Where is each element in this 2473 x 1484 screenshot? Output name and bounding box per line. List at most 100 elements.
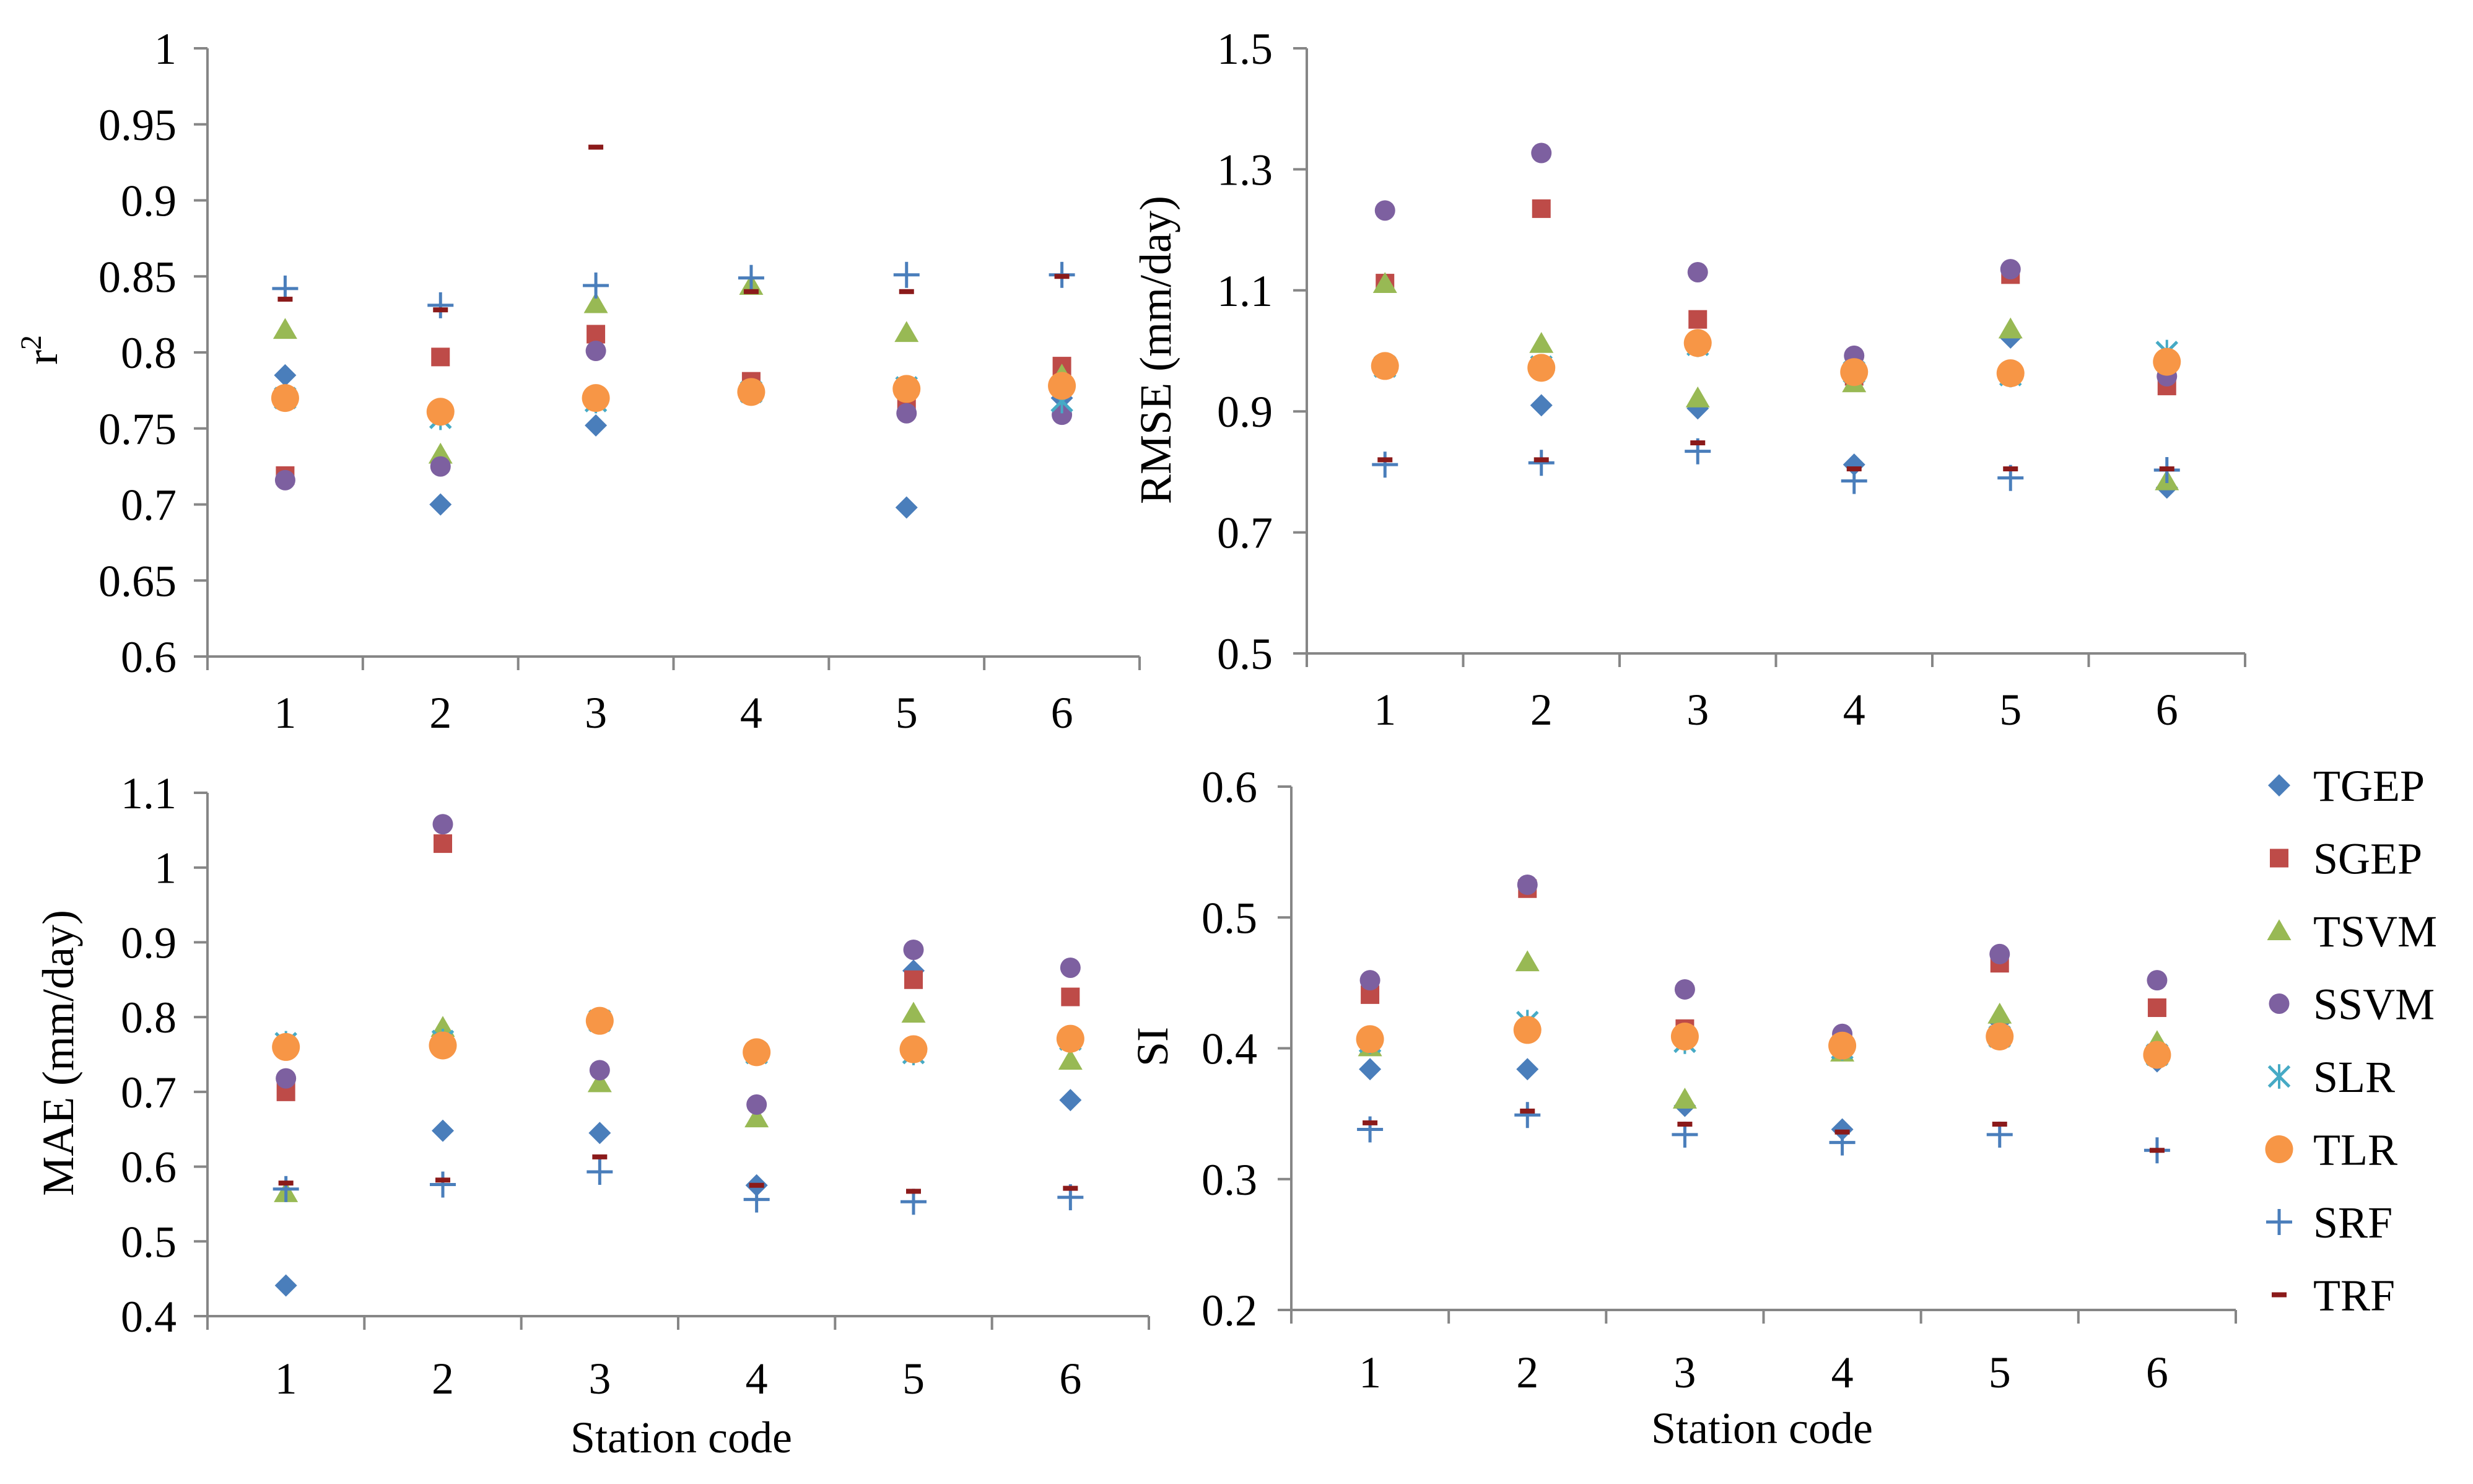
- point-tlr-5: [1986, 1022, 2014, 1050]
- y-tick-label: 0.5: [1217, 629, 1273, 679]
- point-tgep-1: [274, 1274, 297, 1297]
- point-trf-3: [588, 144, 604, 150]
- point-trf-3: [592, 1154, 608, 1159]
- point-trf-5: [899, 289, 914, 294]
- panel-rmse: 0.5 0.7 0.9 1.1 1.3 1.5 1 2 3 4 5 6 RMSE (mm/day): [1131, 24, 2246, 735]
- point-tgep-2: [429, 493, 452, 516]
- point-tlr-5: [892, 375, 921, 403]
- x-tick-label: 6: [1051, 688, 1073, 738]
- series-sgep: [1376, 199, 2176, 396]
- point-ssvm-5: [896, 403, 917, 424]
- point-tsvm-3: [583, 292, 608, 313]
- x-tick-label: 4: [1831, 1348, 1854, 1397]
- series-tsvm: [1358, 950, 2170, 1109]
- y-tick-label: 0.4: [121, 1292, 177, 1342]
- y-tick-label: 0.7: [121, 481, 177, 530]
- point-ssvm-6: [1060, 957, 1081, 978]
- point-sgep-2: [434, 834, 452, 853]
- legend-label: TSVM: [2313, 907, 2437, 956]
- point-tsvm-2: [430, 1016, 455, 1037]
- legend-label: SSVM: [2313, 980, 2435, 1029]
- point-tlr-5: [899, 1035, 928, 1063]
- series-trf: [1377, 440, 2174, 472]
- point-srf-2: [427, 292, 454, 318]
- point-ssvm-2: [1531, 142, 1552, 164]
- series-ssvm: [1359, 874, 2168, 1044]
- point-trf-4: [743, 289, 759, 294]
- series-tgep: [1359, 1011, 2168, 1141]
- point-tgep-2: [1516, 1058, 1539, 1081]
- legend-item-tsvm: TSVM: [2267, 907, 2437, 956]
- point-trf-2: [433, 307, 448, 313]
- legend-item-srf: SRF: [2266, 1198, 2392, 1247]
- legend-label: TGEP: [2313, 761, 2425, 811]
- point-tsvm-3: [587, 1071, 612, 1093]
- x-tick-label: 4: [1843, 685, 1865, 735]
- y-tick-label: 0.9: [121, 177, 177, 226]
- y-tick-label: 0.5: [1202, 893, 1257, 943]
- point-tsvm-3: [1672, 1088, 1697, 1109]
- point-trf-2: [435, 1177, 450, 1183]
- y-tick-label: 0.75: [98, 404, 177, 454]
- point-tsvm-3: [1685, 386, 1710, 408]
- x-tick-label: 3: [1686, 685, 1709, 735]
- series-slr: [1373, 332, 2179, 388]
- y-tick-label: 0.6: [121, 1143, 177, 1192]
- point-tsvm-2: [1515, 950, 1540, 972]
- point-ssvm-2: [432, 814, 453, 835]
- point-tsvm-4: [744, 1106, 769, 1128]
- point-tlr-6: [1048, 372, 1076, 400]
- legend-marker-slr: [2267, 1064, 2291, 1089]
- x-tick-label: 1: [275, 1354, 297, 1403]
- series-slr: [274, 375, 1073, 430]
- point-trf-6: [2149, 1148, 2165, 1153]
- point-trf-5: [1992, 1122, 2007, 1127]
- series-tsvm: [273, 274, 1075, 464]
- point-sgep-3: [587, 325, 606, 344]
- y-tick-label: 0.9: [121, 918, 177, 967]
- point-ssvm-3: [589, 1060, 610, 1081]
- legend-label: TRF: [2313, 1271, 2395, 1320]
- y-axis-label-text: SI: [1128, 1027, 1177, 1067]
- point-sgep-2: [431, 347, 450, 367]
- point-tlr-3: [1670, 1022, 1699, 1050]
- y-tick-label: 0.9: [1217, 387, 1273, 437]
- series-slr: [274, 1008, 1082, 1065]
- y-tick-label: 1.5: [1217, 24, 1273, 74]
- y-tick-label: 0.6: [1202, 762, 1257, 812]
- point-trf-4: [1834, 1129, 1850, 1135]
- point-tsvm-5: [1987, 1002, 2012, 1024]
- point-ssvm-5: [903, 940, 924, 960]
- y-tick-label: 1.3: [1217, 145, 1273, 194]
- x-tick-label: 5: [902, 1354, 925, 1403]
- x-tick-label: 1: [1359, 1348, 1381, 1397]
- point-srf-5: [893, 261, 920, 288]
- series-ssvm: [274, 341, 1073, 491]
- point-ssvm-2: [430, 456, 451, 477]
- legend-marker-trf: [2272, 1292, 2287, 1298]
- point-trf-1: [278, 1181, 294, 1186]
- y-tick-label: 0.7: [1217, 508, 1273, 558]
- x-axis-label: Station code: [570, 1413, 792, 1462]
- point-ssvm-4: [746, 1094, 767, 1115]
- point-sgep-5: [904, 970, 923, 989]
- y-axis-label: r2: [15, 335, 67, 365]
- point-tsvm-6: [1058, 1049, 1083, 1070]
- point-ssvm-1: [276, 1068, 297, 1089]
- point-trf-3: [1677, 1122, 1693, 1127]
- point-tgep-5: [895, 496, 918, 519]
- point-ssvm-6: [1052, 404, 1073, 426]
- legend-item-tgep: TGEP: [2268, 761, 2425, 811]
- point-tsvm-5: [1998, 317, 2023, 339]
- point-tlr-6: [2153, 347, 2181, 376]
- point-tlr-2: [1513, 1016, 1542, 1044]
- y-axis-label-text: r: [17, 350, 67, 365]
- point-trf-6: [1054, 274, 1070, 279]
- point-srf-4: [1841, 468, 1867, 494]
- point-ssvm-1: [1359, 970, 1380, 991]
- point-tgep-1: [274, 364, 297, 386]
- y-tick-label: 1.1: [1217, 266, 1273, 316]
- point-tlr-1: [1371, 352, 1399, 380]
- point-ssvm-1: [274, 469, 295, 491]
- x-tick-label: 2: [1530, 685, 1553, 735]
